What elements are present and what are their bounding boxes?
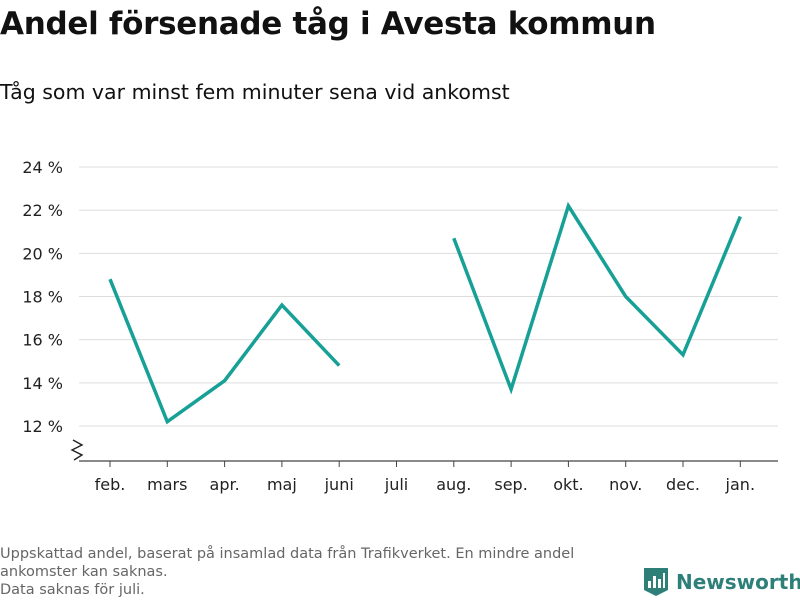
x-tick-label: nov. [609, 475, 642, 494]
footnote-line-1: Uppskattad andel, baserat på insamlad da… [0, 546, 575, 580]
y-tick-label: 20 % [22, 244, 63, 263]
y-axis-labels: 12 % 14 % 16 % 18 % 20 % 22 % 24 % [22, 158, 63, 436]
x-tick-label: maj [267, 475, 297, 494]
chart-title: Andel försenade tåg i Avesta kommun [0, 6, 656, 42]
bar-chart-logo-icon [644, 568, 668, 596]
x-tick-label: juli [384, 475, 408, 494]
y-tick-label: 14 % [22, 374, 63, 393]
x-tick-label: jan. [725, 475, 755, 494]
y-tick-label: 18 % [22, 288, 63, 307]
x-tick-label: okt. [553, 475, 583, 494]
series-line [452, 201, 742, 395]
line-chart: 12 % 14 % 16 % 18 % 20 % 22 % 24 % feb. mars apr… [22, 158, 778, 494]
x-tick-label: juni [324, 475, 354, 494]
footnote: Uppskattad andel, baserat på insamlad da… [0, 545, 640, 599]
x-axis-labels: feb. mars apr. maj juni juli aug. sep. okt. nov. d… [95, 475, 755, 494]
data-series [108, 201, 742, 425]
brand-logo: Newsworthy [644, 568, 800, 596]
x-tick-label: aug. [436, 475, 471, 494]
gridlines [79, 166, 778, 427]
chart-subtitle: Tåg som var minst fem minuter sena vid a… [0, 80, 510, 104]
x-tick-label: sep. [494, 475, 527, 494]
x-tick-label: feb. [95, 475, 126, 494]
x-tick-label: mars [147, 475, 187, 494]
y-tick-label: 24 % [22, 158, 63, 177]
series-line [108, 278, 341, 425]
y-tick-label: 12 % [22, 417, 63, 436]
footnote-line-2: Data saknas för juli. [0, 582, 145, 598]
x-tick-label: apr. [210, 475, 240, 494]
axis-break-icon [70, 439, 84, 461]
x-tick-label: dec. [666, 475, 700, 494]
brand-name: Newsworthy [676, 570, 800, 594]
x-axis [70, 439, 778, 467]
y-tick-label: 22 % [22, 201, 63, 220]
y-tick-label: 16 % [22, 331, 63, 350]
